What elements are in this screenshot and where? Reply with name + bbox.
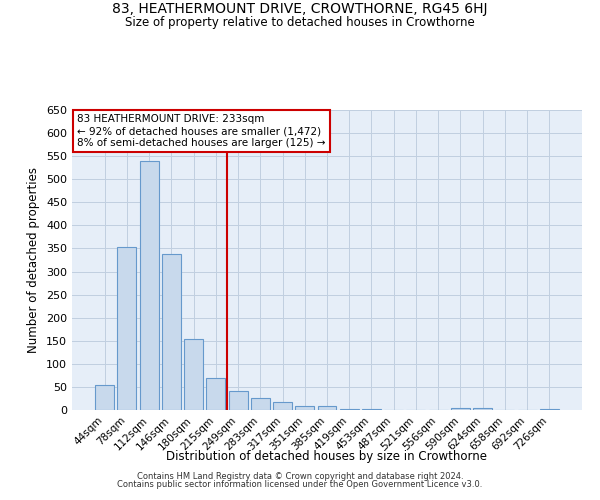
Bar xyxy=(229,390,248,410)
Bar xyxy=(473,408,492,410)
Bar xyxy=(118,247,136,410)
Bar xyxy=(295,406,314,410)
Text: Size of property relative to detached houses in Crowthorne: Size of property relative to detached ho… xyxy=(125,16,475,29)
Text: Contains public sector information licensed under the Open Government Licence v3: Contains public sector information licen… xyxy=(118,480,482,489)
Y-axis label: Number of detached properties: Number of detached properties xyxy=(28,167,40,353)
Bar xyxy=(251,398,270,410)
Bar xyxy=(273,402,292,410)
Bar xyxy=(162,254,181,410)
Bar xyxy=(340,409,359,410)
Bar xyxy=(206,378,225,410)
Bar xyxy=(317,406,337,410)
Bar xyxy=(540,408,559,410)
Bar xyxy=(451,408,470,410)
Text: Contains HM Land Registry data © Crown copyright and database right 2024.: Contains HM Land Registry data © Crown c… xyxy=(137,472,463,481)
Bar xyxy=(362,409,381,410)
Bar xyxy=(140,161,158,410)
Text: Distribution of detached houses by size in Crowthorne: Distribution of detached houses by size … xyxy=(167,450,487,463)
Bar xyxy=(95,384,114,410)
Text: 83 HEATHERMOUNT DRIVE: 233sqm
← 92% of detached houses are smaller (1,472)
8% of: 83 HEATHERMOUNT DRIVE: 233sqm ← 92% of d… xyxy=(77,114,326,148)
Text: 83, HEATHERMOUNT DRIVE, CROWTHORNE, RG45 6HJ: 83, HEATHERMOUNT DRIVE, CROWTHORNE, RG45… xyxy=(112,2,488,16)
Bar xyxy=(184,339,203,410)
